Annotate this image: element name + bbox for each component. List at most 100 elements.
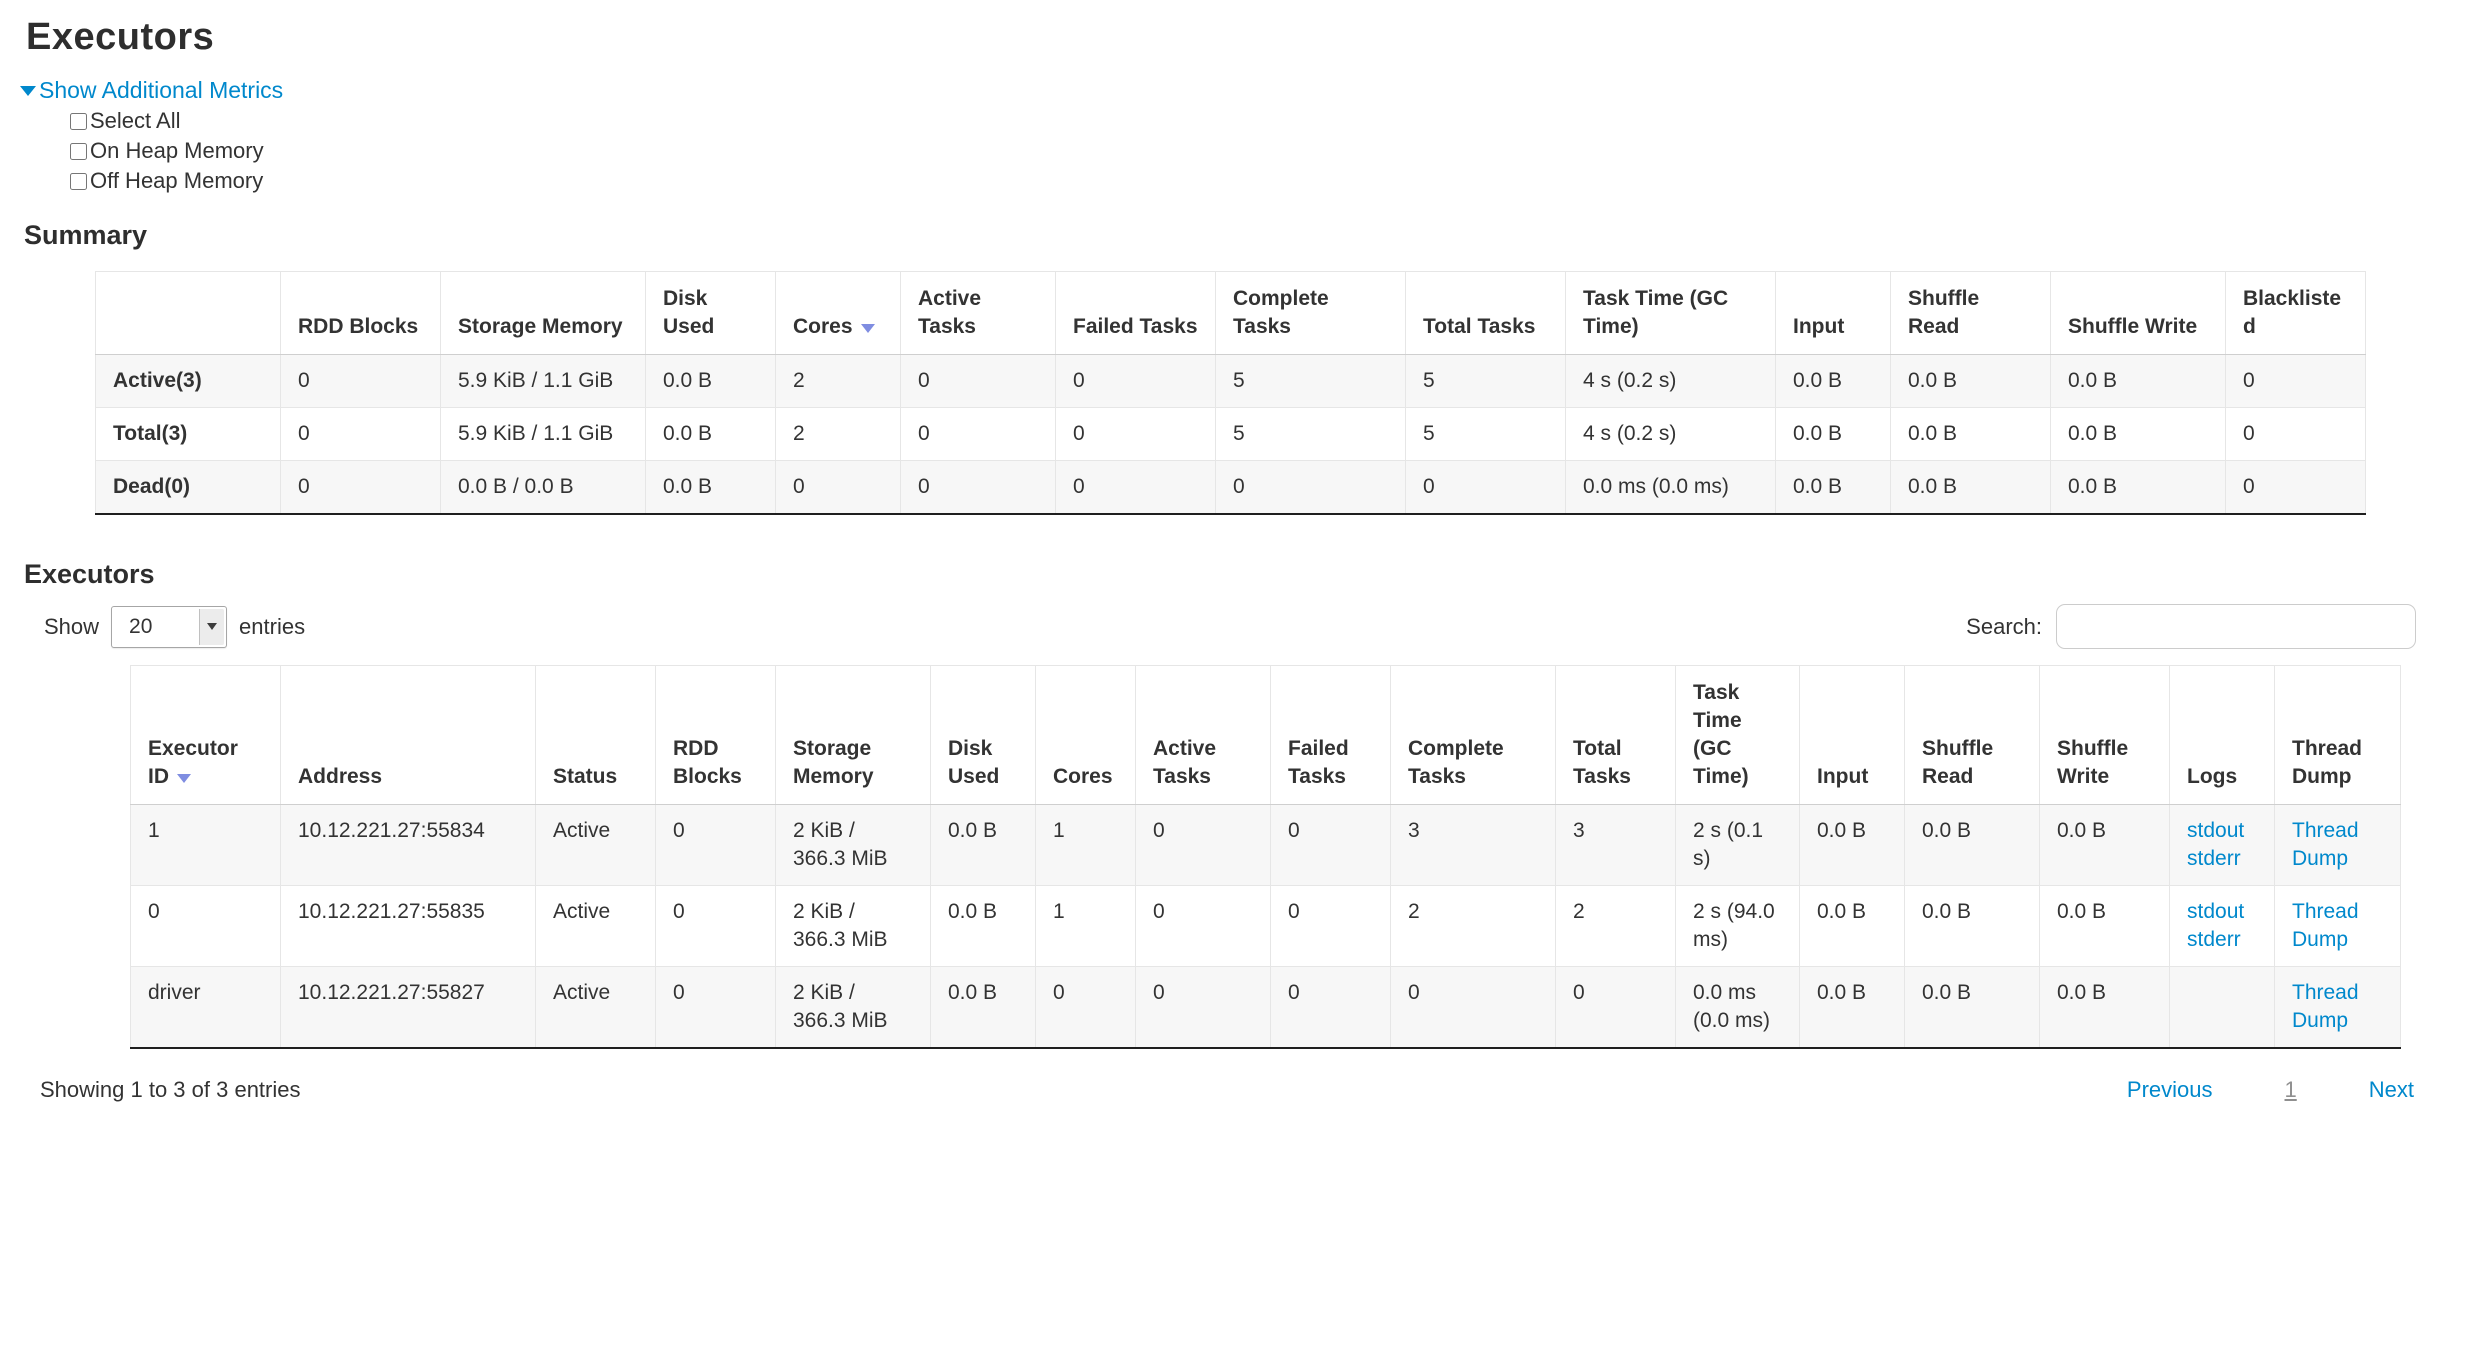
cell: 0.0 B xyxy=(930,885,1036,967)
executors-heading: Executors xyxy=(24,559,155,589)
cell: 0.0 B xyxy=(1904,804,2040,886)
executor-status: Active xyxy=(535,804,656,886)
show-additional-metrics-toggle[interactable]: Show Additional Metrics xyxy=(20,77,2466,104)
metric-option-off-heap[interactable]: Off Heap Memory xyxy=(70,168,2466,194)
logs-cell: stdout stderr xyxy=(2169,804,2275,886)
executors-col-thread-dump[interactable]: Thread Dump xyxy=(2274,665,2401,805)
pagination-previous[interactable]: Previous xyxy=(2126,1077,2213,1102)
stderr-link[interactable]: stderr xyxy=(2187,928,2241,951)
on-heap-memory-label: On Heap Memory xyxy=(90,138,264,163)
off-heap-memory-checkbox[interactable] xyxy=(70,172,87,190)
show-additional-metrics-link[interactable]: Show Additional Metrics xyxy=(39,77,284,103)
cell: 2 s (94.0 ms) xyxy=(1675,885,1800,967)
summary-col-complete-tasks[interactable]: Complete Tasks xyxy=(1215,271,1406,355)
metric-option-select-all[interactable]: Select All xyxy=(70,108,2466,134)
stdout-link[interactable]: stdout xyxy=(2187,819,2245,842)
executors-col-active-tasks[interactable]: Active Tasks xyxy=(1135,665,1271,805)
summary-col-rdd-blocks[interactable]: RDD Blocks xyxy=(280,271,441,355)
executors-col-failed-tasks[interactable]: Failed Tasks xyxy=(1270,665,1391,805)
cell: 0 xyxy=(280,460,441,515)
summary-col-task-time[interactable]: Task Time (GC Time) xyxy=(1565,271,1776,355)
summary-col-shuffle-write[interactable]: Shuffle Write xyxy=(2050,271,2226,355)
summary-col-storage-memory[interactable]: Storage Memory xyxy=(440,271,646,355)
search-input[interactable] xyxy=(2056,604,2416,649)
executors-col-cores[interactable]: Cores xyxy=(1035,665,1136,805)
sort-desc-icon xyxy=(177,774,191,783)
page-size-select[interactable]: 20 xyxy=(111,605,228,648)
summary-col-shuffle-read[interactable]: Shuffle Read xyxy=(1890,271,2051,355)
metric-option-on-heap[interactable]: On Heap Memory xyxy=(70,138,2466,164)
summary-col-cores[interactable]: Cores xyxy=(775,271,901,355)
cell: 0.0 B xyxy=(2039,804,2170,886)
stderr-link[interactable]: stderr xyxy=(2187,847,2241,870)
off-heap-memory-label: Off Heap Memory xyxy=(90,168,264,193)
page-size-value: 20 xyxy=(129,614,153,638)
cell: 0.0 B xyxy=(1904,966,2040,1049)
summary-col-total-tasks[interactable]: Total Tasks xyxy=(1405,271,1566,355)
executors-col-task-time[interactable]: Task Time (GC Time) xyxy=(1675,665,1800,805)
summary-col-input[interactable]: Input xyxy=(1775,271,1891,355)
summary-row-label: Active(3) xyxy=(95,354,281,408)
executors-col-complete-tasks[interactable]: Complete Tasks xyxy=(1390,665,1556,805)
executors-col-input[interactable]: Input xyxy=(1799,665,1905,805)
cell: 0 xyxy=(2225,407,2366,461)
executor-row-1: 1 10.12.221.27:55834 Active 0 2 KiB / 36… xyxy=(130,804,2401,886)
thread-dump-link[interactable]: Thread Dump xyxy=(2292,900,2359,951)
executors-col-total-tasks[interactable]: Total Tasks xyxy=(1555,665,1676,805)
cell: 0 xyxy=(2225,460,2366,515)
logs-cell-empty xyxy=(2169,966,2275,1049)
pagination: Previous 1 Next xyxy=(2127,1077,2414,1103)
cell: 2 xyxy=(1555,885,1676,967)
search-label: Search: xyxy=(1966,613,2042,639)
cell: 0 xyxy=(1270,804,1391,886)
cell: 5 xyxy=(1405,407,1566,461)
summary-col-disk-used[interactable]: Disk Used xyxy=(645,271,776,355)
page-title: Executors xyxy=(26,16,215,58)
summary-col-blank xyxy=(95,271,281,355)
cell: 0.0 B xyxy=(930,804,1036,886)
cell: 5 xyxy=(1215,354,1406,408)
logs-cell: stdout stderr xyxy=(2169,885,2275,967)
executors-col-rdd-blocks[interactable]: RDD Blocks xyxy=(655,665,776,805)
summary-col-blacklisted[interactable]: Blacklisted xyxy=(2225,271,2366,355)
summary-col-active-tasks[interactable]: Active Tasks xyxy=(900,271,1056,355)
select-all-checkbox[interactable] xyxy=(70,112,87,130)
executors-col-shuffle-write[interactable]: Shuffle Write xyxy=(2039,665,2170,805)
executors-col-executor-id[interactable]: Executor ID xyxy=(130,665,281,805)
cell: 0 xyxy=(775,460,901,515)
on-heap-memory-checkbox[interactable] xyxy=(70,142,87,160)
cell: 0.0 B xyxy=(1890,407,2051,461)
cell: 0 xyxy=(1215,460,1406,515)
entries-info: Showing 1 to 3 of 3 entries xyxy=(40,1077,301,1102)
chevron-down-icon xyxy=(207,623,218,630)
summary-col-failed-tasks[interactable]: Failed Tasks xyxy=(1055,271,1216,355)
pagination-next[interactable]: Next xyxy=(2368,1077,2414,1102)
cell: 3 xyxy=(1390,804,1556,886)
executors-col-address[interactable]: Address xyxy=(280,665,536,805)
thread-dump-link[interactable]: Thread Dump xyxy=(2292,819,2359,870)
select-arrow-button[interactable] xyxy=(199,608,225,645)
summary-row-label: Dead(0) xyxy=(95,460,281,515)
cell: 5 xyxy=(1215,407,1406,461)
executor-row-0: 0 10.12.221.27:55835 Active 0 2 KiB / 36… xyxy=(130,885,2401,967)
cell: 4 s (0.2 s) xyxy=(1565,407,1776,461)
summary-header-row: RDD Blocks Storage Memory Disk Used Core… xyxy=(95,271,2366,355)
executor-address: 10.12.221.27:55835 xyxy=(280,885,536,967)
executors-col-status[interactable]: Status xyxy=(535,665,656,805)
cell: 3 xyxy=(1555,804,1676,886)
cell: 0.0 B xyxy=(2050,354,2226,408)
cell: 2 s (0.1 s) xyxy=(1675,804,1800,886)
pagination-page-1[interactable]: 1 xyxy=(2284,1077,2297,1102)
stdout-link[interactable]: stdout xyxy=(2187,900,2245,923)
thread-dump-link[interactable]: Thread Dump xyxy=(2292,981,2359,1032)
executors-col-shuffle-read[interactable]: Shuffle Read xyxy=(1904,665,2040,805)
sort-desc-icon xyxy=(860,324,875,333)
select-all-label: Select All xyxy=(90,108,181,133)
executors-col-storage-memory[interactable]: Storage Memory xyxy=(775,665,931,805)
executor-status: Active xyxy=(535,885,656,967)
cell: 0 xyxy=(655,804,776,886)
cell: 2 xyxy=(775,354,901,408)
executors-col-logs[interactable]: Logs xyxy=(2169,665,2275,805)
cell: 0 xyxy=(900,407,1056,461)
executors-col-disk-used[interactable]: Disk Used xyxy=(930,665,1036,805)
